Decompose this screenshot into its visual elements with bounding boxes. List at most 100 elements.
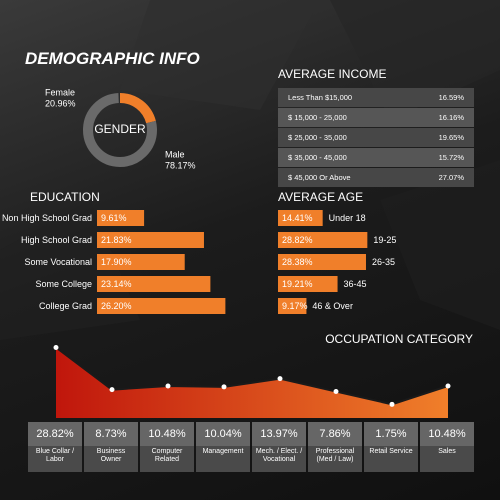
value-label: 9.17% [282, 301, 308, 311]
category-label: Non High School Grad [2, 213, 92, 223]
row-label: $ 25,000 - 35,000 [288, 133, 347, 142]
bar [278, 276, 338, 292]
category-label: Under 18 [329, 213, 366, 223]
row-value: 15.72% [439, 153, 465, 162]
category-label: Mech. / Elect. / Vocational [255, 448, 303, 463]
category-label: Computer Related [151, 448, 183, 463]
value-label: 23.14% [101, 279, 132, 289]
value-label: 14.41% [282, 213, 313, 223]
row-label: $ 15,000 - 25,000 [288, 113, 347, 122]
value-label: 10.48% [428, 428, 466, 440]
value-label: 7.86% [319, 428, 350, 440]
value-label: 28.82% [282, 235, 313, 245]
value-label: 28.38% [282, 257, 313, 267]
label-box [84, 446, 138, 472]
section-title: AVERAGE AGE [278, 190, 363, 204]
label-box [308, 446, 362, 472]
value-label: 8.73% [95, 428, 126, 440]
category-label: Management [202, 448, 244, 455]
section-title: AVERAGE INCOME [278, 67, 386, 81]
label-box [196, 446, 250, 472]
label-box [140, 446, 194, 472]
section-title: OCCUPATION CATEGORY [325, 332, 473, 346]
row-value: 16.59% [439, 93, 465, 102]
category-label: Business Owner [96, 448, 126, 463]
category-label: Professional (Med / Law) [315, 448, 355, 463]
bar [97, 298, 226, 314]
value-label: 28.82% [36, 428, 74, 440]
row-label: Less Than $15,000 [288, 93, 352, 102]
table-row [278, 148, 474, 167]
donut-title: GENDER [94, 122, 146, 136]
value-label: 19.21% [282, 279, 313, 289]
value-label: 20.96% [45, 98, 76, 108]
page-title: DEMOGRAPHIC INFO [25, 49, 200, 68]
point [277, 376, 283, 382]
category-label: 19-25 [373, 235, 396, 245]
table-row [278, 108, 474, 127]
category-label: Some College [35, 279, 92, 289]
value-label: 1.75% [375, 428, 406, 440]
row-value: 27.07% [439, 173, 465, 182]
point [221, 384, 227, 390]
category-label: 26-35 [372, 257, 395, 267]
row-value: 19.65% [439, 133, 465, 142]
value-box [364, 422, 418, 446]
value-box [252, 422, 306, 446]
value-label: 13.97% [260, 428, 298, 440]
bar [97, 210, 145, 226]
table-row [278, 88, 474, 107]
label-box [420, 446, 474, 472]
row-value: 16.16% [439, 113, 465, 122]
value-box [140, 422, 194, 446]
value-box [196, 422, 250, 446]
point [445, 383, 451, 389]
label-box [252, 446, 306, 472]
category-label: Blue Collar / Labor [35, 448, 75, 463]
table-row [278, 168, 474, 187]
value-label: 17.90% [101, 257, 132, 267]
table-row [278, 128, 474, 147]
value-box [420, 422, 474, 446]
point [109, 387, 115, 393]
value-label: 10.04% [204, 428, 242, 440]
bar [278, 298, 307, 314]
row-label: $ 45,000 Or Above [288, 173, 351, 182]
bar [97, 254, 185, 270]
bar [278, 210, 323, 226]
category-label: 36-45 [344, 279, 367, 289]
value-box [308, 422, 362, 446]
legend-label: Female [45, 87, 75, 97]
line [55, 346, 449, 406]
bar [278, 232, 368, 248]
area [56, 347, 448, 418]
point [53, 344, 59, 350]
value-label: 9.61% [101, 213, 127, 223]
value-box [84, 422, 138, 446]
category-label: Some Vocational [24, 257, 92, 267]
category-label: Retail Service [369, 448, 413, 455]
value-label: 26.20% [101, 301, 132, 311]
donut-segment [83, 93, 157, 167]
point [165, 383, 171, 389]
section-title: EDUCATION [30, 190, 100, 204]
value-box [28, 422, 82, 446]
category-label: Sales [438, 448, 456, 455]
bar [97, 232, 204, 248]
category-label: High School Grad [21, 235, 92, 245]
point [333, 388, 339, 394]
value-label: 10.48% [148, 428, 186, 440]
legend-label: Male [165, 149, 185, 159]
donut-segment [83, 93, 157, 167]
row-label: $ 35,000 - 45,000 [288, 153, 347, 162]
category-label: 46 & Over [312, 301, 353, 311]
category-label: College Grad [39, 301, 92, 311]
value-label: 78.17% [165, 160, 196, 170]
bar [278, 254, 366, 270]
label-box [28, 446, 82, 472]
label-box [364, 446, 418, 472]
bar [97, 276, 211, 292]
point [389, 401, 395, 407]
